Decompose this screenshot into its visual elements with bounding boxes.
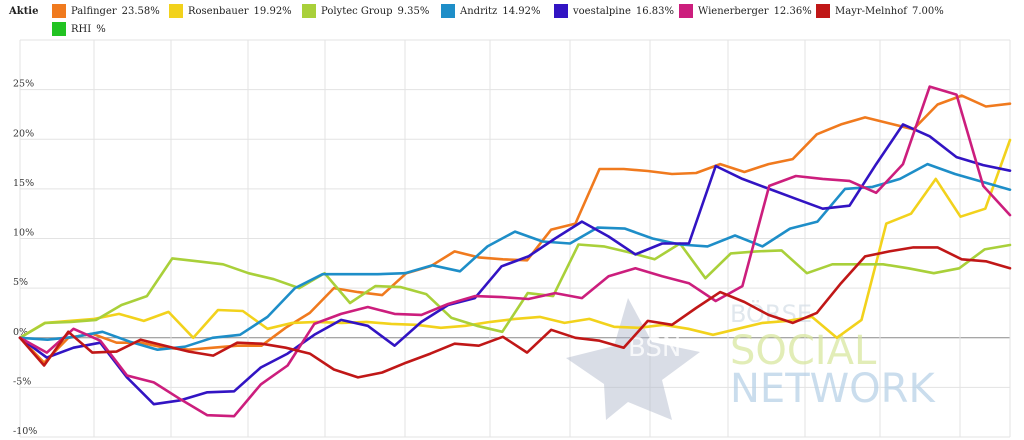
legend-item[interactable]: Polytec Group 9.35% [302,4,429,18]
legend-value: % [96,23,106,35]
legend-label: Palfinger [71,5,117,17]
legend-item[interactable]: Mayr-Melnhof 7.00% [816,4,944,18]
series-line-mayr-melnhof [18,246,1012,379]
series-line-palfinger [18,94,1012,364]
legend-swatch [302,4,316,18]
legend-item[interactable]: RHI% [52,22,106,36]
legend-item[interactable]: voestalpine 16.83% [554,4,674,18]
svg-text:SOCIAL: SOCIAL [730,328,877,374]
legend-label: Mayr-Melnhof [835,5,907,17]
legend-value: 9.35% [397,5,430,17]
y-tick-label: 15% [13,178,34,189]
legend-label: Polytec Group [321,5,393,17]
legend-value: 16.83% [635,5,674,17]
y-tick-label: -5% [13,376,31,387]
legend-item[interactable]: Wienerberger 12.36% [679,4,812,18]
legend-title: Aktie [9,6,39,17]
legend-item[interactable]: Rosenbauer 19.92% [169,4,292,18]
series-line-rosenbauer [18,138,1012,340]
y-tick-label: 0% [13,327,28,338]
legend-item[interactable]: Andritz 14.92% [441,4,540,18]
legend-label: RHI [71,23,92,35]
series-line-polytec-group [18,242,1012,340]
legend-value: 14.92% [502,5,541,17]
y-tick-label: 25% [13,79,34,90]
legend-label: Andritz [460,5,498,17]
grid-lines [19,39,1011,438]
legend-item[interactable]: Palfinger 23.58% [52,4,160,18]
legend-label: Wienerberger [698,5,769,17]
y-tick-label: 10% [13,228,34,239]
legend-swatch [816,4,830,18]
watermark-logo: BSN BÖRSE SOCIAL NETWORK [566,298,936,420]
legend-swatch [169,4,183,18]
series-line-wienerberger [18,85,1012,418]
series-line-andritz [18,162,1012,352]
y-axis-ticks: -10% -5% 0% 5% 10% 15% 20% 25% [13,79,37,437]
series-line-voestalpine [18,123,1012,406]
chart-legend: Aktie Palfinger 23.58% Rosenbauer 19.92% Pol… [0,0,1024,40]
legend-value: 12.36% [773,5,812,17]
legend-swatch [52,4,66,18]
legend-swatch [52,22,66,36]
legend-value: 23.58% [121,5,160,17]
y-tick-label: 5% [13,277,28,288]
y-tick-label: -10% [13,426,37,437]
legend-swatch [554,4,568,18]
legend-swatch [679,4,693,18]
svg-text:NETWORK: NETWORK [730,366,936,412]
legend-value: 7.00% [911,5,944,17]
y-tick-label: 20% [13,128,34,139]
legend-value: 19.92% [253,5,292,17]
legend-label: voestalpine [573,5,631,17]
svg-text:BSN: BSN [628,333,681,363]
series-lines [18,85,1012,418]
svg-text:BÖRSE: BÖRSE [730,299,812,328]
legend-swatch [441,4,455,18]
legend-label: Rosenbauer [188,5,249,17]
